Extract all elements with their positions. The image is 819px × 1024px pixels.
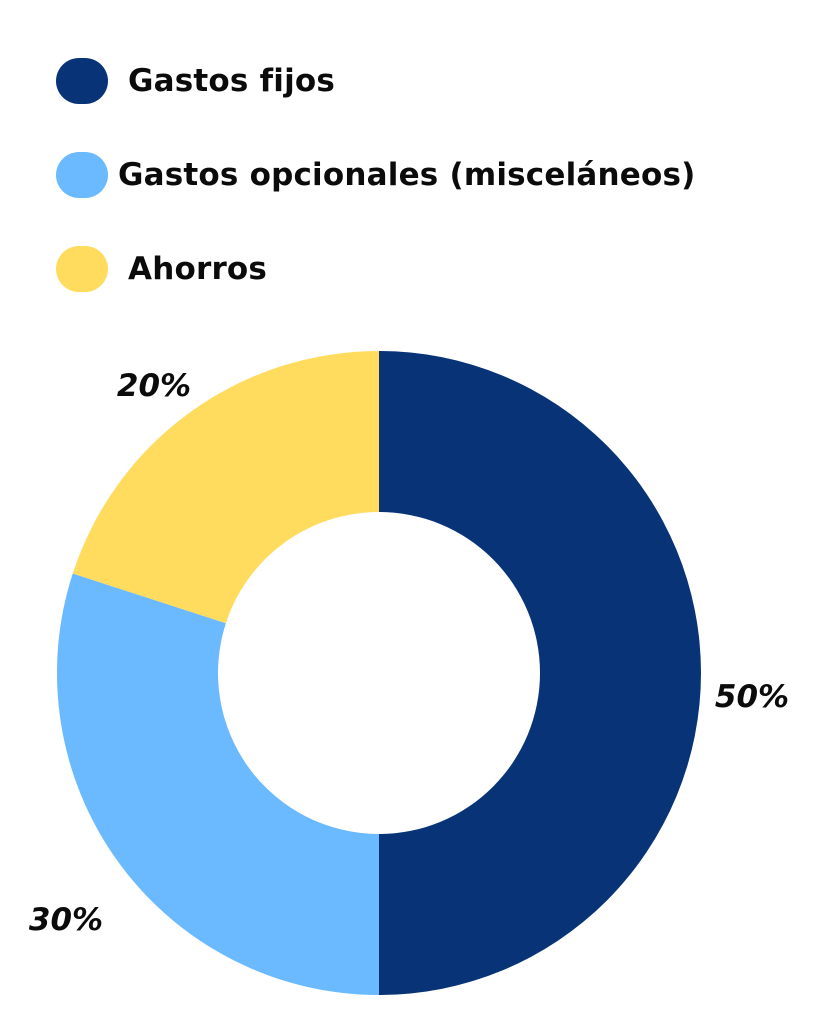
legend-swatch-ahorros bbox=[56, 246, 108, 292]
legend-item-gastos-opcionales: Gastos opcionales (misceláneos) bbox=[56, 152, 756, 198]
legend-swatch-gastos-fijos bbox=[56, 58, 108, 104]
chart-legend: Gastos fijos Gastos opcionales (miscelán… bbox=[56, 58, 756, 340]
donut-slice-ahorros bbox=[72, 351, 380, 624]
donut-slice-gastos-fijos bbox=[379, 351, 701, 995]
data-label-gastos-opcionales: 30% bbox=[29, 902, 103, 938]
legend-label-ahorros: Ahorros bbox=[128, 251, 268, 287]
legend-item-gastos-fijos: Gastos fijos bbox=[56, 58, 756, 104]
legend-label-gastos-opcionales: Gastos opcionales (misceláneos) bbox=[118, 157, 696, 193]
data-label-ahorros: 20% bbox=[117, 368, 191, 404]
legend-swatch-gastos-opcionales bbox=[56, 152, 108, 198]
legend-item-ahorros: Ahorros bbox=[56, 246, 756, 292]
legend-label-gastos-fijos: Gastos fijos bbox=[128, 63, 336, 99]
data-label-gastos-fijos: 50% bbox=[715, 679, 789, 715]
donut-slice-gastos-opcionales bbox=[56, 573, 380, 995]
